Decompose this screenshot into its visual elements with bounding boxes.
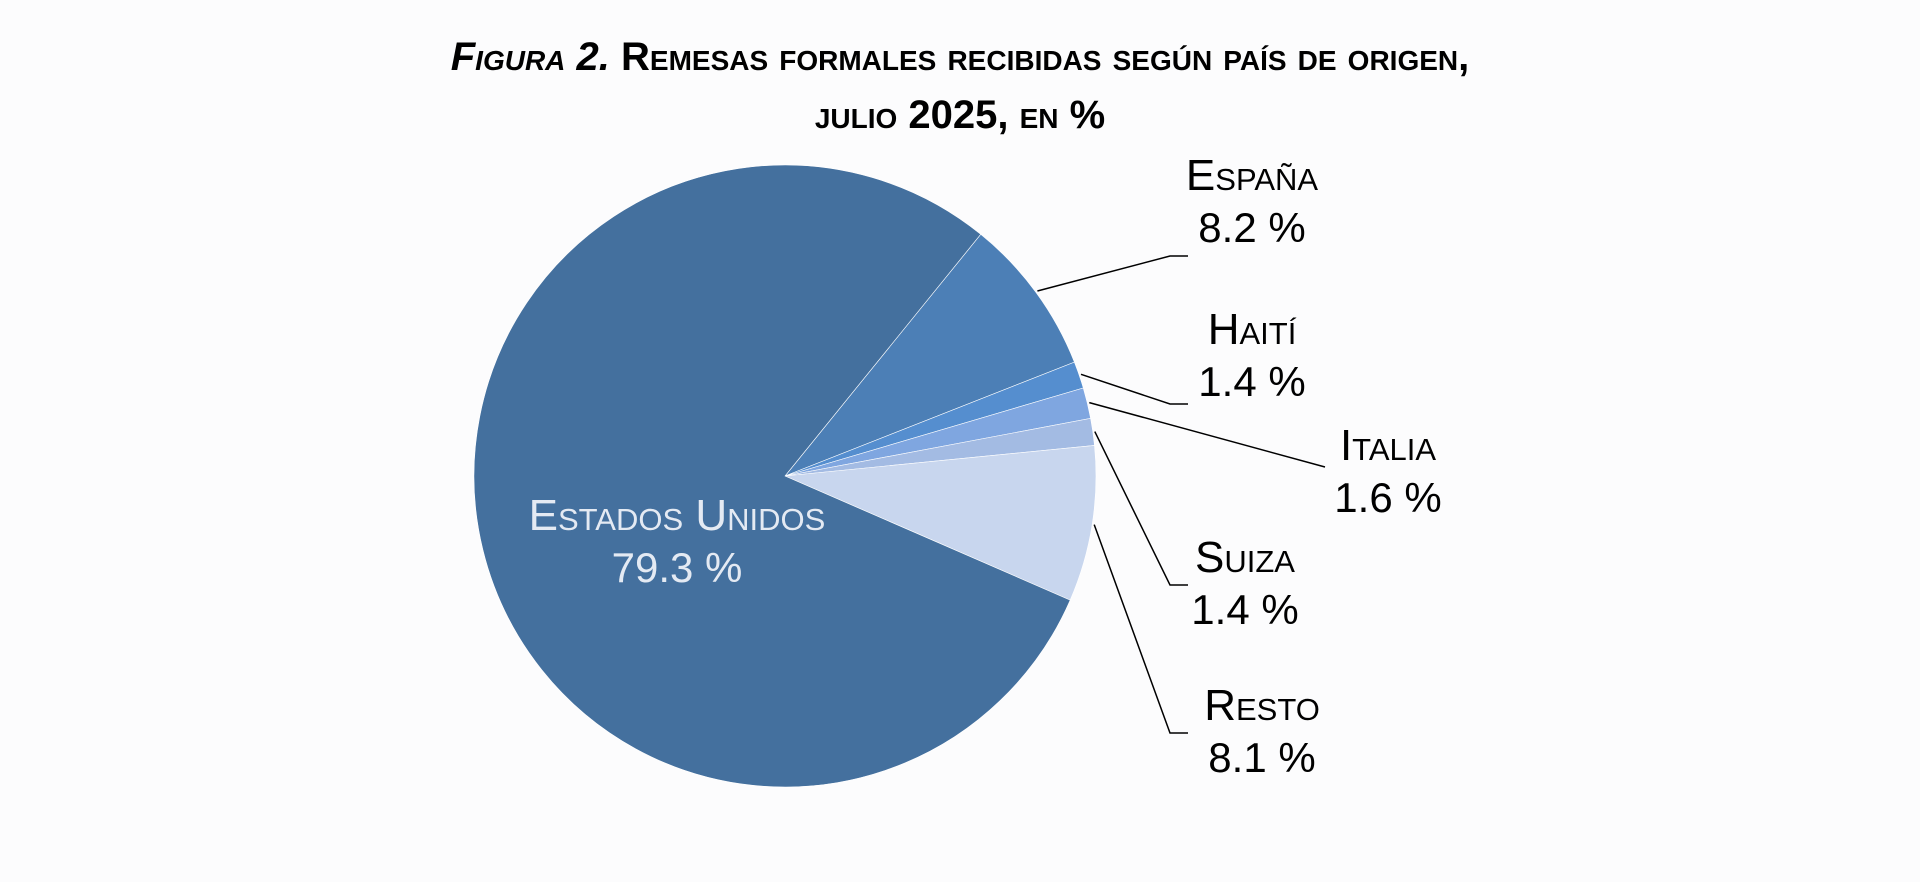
leader-line-resto (1093, 524, 1188, 734)
pie-slice-resto (783, 445, 1097, 601)
slice-value-estados-unidos: 79.3 % (612, 544, 743, 591)
leader-line-haiti (1080, 373, 1188, 405)
slice-label-estados-unidos: Estados Unidos (529, 491, 826, 540)
leader-line-espana (1037, 255, 1188, 292)
figure-label: Figura 2. (450, 35, 610, 79)
slice-label-haiti: Haití (1208, 305, 1297, 354)
chart-title-line2: julio 2025, en % (814, 93, 1106, 137)
chart-title-line1: Figura 2. Remesas formales recibidas seg… (0, 28, 1920, 86)
chart-title: Figura 2. Remesas formales recibidas seg… (0, 28, 1920, 144)
leader-lines (1037, 255, 1326, 734)
slice-value-espana: 8.2 % (1198, 204, 1305, 251)
slice-label-suiza: Suiza (1195, 533, 1295, 582)
leader-line-italia (1089, 401, 1326, 468)
pie-slice-estados-unidos (473, 164, 1071, 788)
slice-value-resto: 8.1 % (1208, 734, 1315, 781)
pie-slice-espana (784, 233, 1075, 477)
slice-value-haiti: 1.4 % (1198, 358, 1305, 405)
leader-line-suiza (1094, 431, 1188, 586)
title-text-line1: Remesas formales recibidas según país de… (621, 35, 1470, 79)
slice-label-resto: Resto (1204, 681, 1320, 730)
slice-label-espana: España (1186, 151, 1318, 200)
slice-label-italia: Italia (1340, 421, 1436, 470)
slice-value-italia: 1.6 % (1334, 474, 1441, 521)
pie-slices (473, 164, 1097, 788)
slice-value-suiza: 1.4 % (1191, 586, 1298, 633)
